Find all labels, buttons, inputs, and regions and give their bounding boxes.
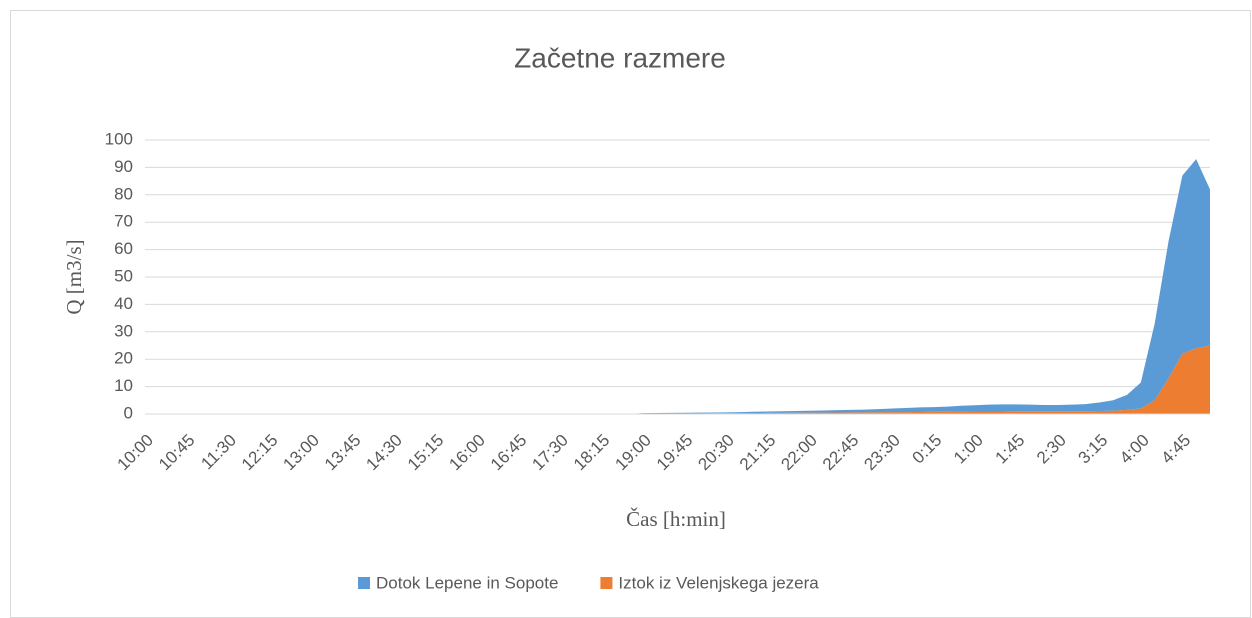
x-axis-title: Čas [h:min]: [626, 507, 726, 531]
legend-label: Dotok Lepene in Sopote: [376, 573, 558, 592]
y-tick-label: 10: [114, 376, 133, 395]
x-tick-label: 10:00: [113, 431, 157, 475]
x-tick-label: 4:45: [1158, 431, 1195, 468]
x-tick-label: 18:15: [570, 431, 614, 475]
chart-title: Začetne razmere: [514, 42, 726, 73]
x-tick-label: 22:45: [819, 431, 863, 475]
x-tick-label: 11:30: [197, 431, 240, 474]
y-tick-label: 50: [114, 266, 133, 285]
legend-label: Iztok iz Velenjskega jezera: [618, 573, 819, 592]
area: [145, 345, 1210, 414]
y-tick-label: 20: [114, 349, 133, 368]
x-tick-label: 20:30: [694, 431, 738, 475]
area: [145, 159, 1210, 414]
x-tick-label: 12:15: [238, 431, 282, 475]
y-tick-label: 0: [124, 403, 133, 422]
y-tick-label: 90: [114, 157, 133, 176]
x-tick-label: 15:15: [404, 431, 448, 475]
x-tick-label: 2:30: [1033, 431, 1070, 468]
y-tick-label: 60: [114, 239, 133, 258]
x-tick-label: 3:15: [1075, 431, 1112, 468]
x-tick-label: 0:15: [909, 431, 946, 468]
x-tick-label: 13:00: [279, 431, 323, 475]
y-tick-label: 40: [114, 294, 133, 313]
x-tick-label: 1:45: [992, 431, 1029, 468]
x-tick-label: 10:45: [155, 431, 199, 475]
x-tick-label: 1:00: [950, 431, 987, 468]
y-tick-label: 70: [114, 212, 133, 231]
y-tick-label: 30: [114, 321, 133, 340]
x-tick-label: 4:00: [1116, 431, 1153, 468]
x-tick-label: 16:00: [445, 431, 489, 475]
y-tick-label: 100: [105, 129, 133, 148]
x-tick-label: 19:00: [611, 431, 655, 475]
x-tick-label: 19:45: [653, 431, 697, 475]
y-tick-label: 80: [114, 184, 133, 203]
x-tick-label: 14:30: [362, 431, 406, 475]
x-tick-label: 22:00: [777, 431, 821, 475]
x-tick-label: 21:15: [736, 431, 780, 475]
x-tick-label: 23:30: [860, 431, 904, 475]
legend-swatch: [358, 577, 370, 589]
legend-swatch: [600, 577, 613, 589]
x-tick-label: 16:45: [487, 431, 531, 475]
x-tick-label: 17:30: [528, 431, 572, 475]
y-axis-title: Q [m3/s]: [62, 239, 86, 314]
x-tick-label: 13:45: [321, 431, 365, 475]
